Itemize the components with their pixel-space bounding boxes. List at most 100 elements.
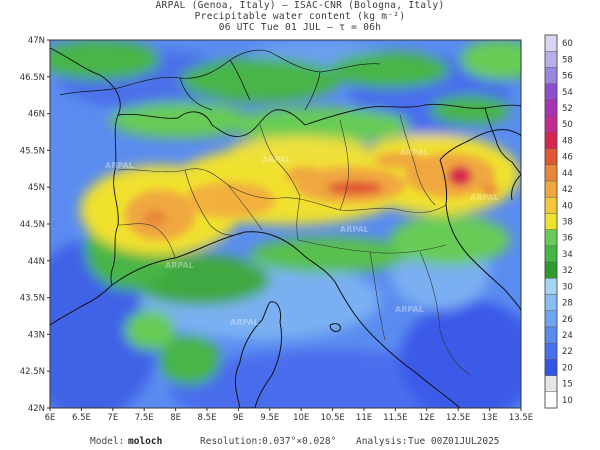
colorbar-label: 44: [562, 169, 573, 179]
border-slovenia: [484, 107, 521, 176]
watermark-text: ARPAL: [165, 261, 194, 270]
field-peaks: [125, 152, 498, 240]
title-variable: Precipitable water content (kg m⁻²): [194, 11, 406, 22]
colorbar-label: 40: [562, 201, 573, 211]
coastline-france: [50, 284, 113, 326]
colorbar-swatch: [544, 148, 558, 165]
lon-tick-label: 13E: [482, 413, 498, 423]
lon-tick-label: 7E: [107, 413, 118, 423]
colorbar-swatch: [544, 180, 558, 198]
colorbar-label: 20: [562, 363, 573, 373]
title-valid-time: 06 UTC Tue 01 JUL – τ = 06h: [218, 22, 382, 33]
watermark-text: ARPAL: [395, 305, 424, 314]
field-blobs: [50, 40, 521, 408]
lon-tick-label: 9E: [233, 413, 244, 423]
coastline-istria: [511, 174, 521, 201]
colorbar-label: 52: [562, 104, 573, 114]
lon-tick-label: 7.5E: [135, 413, 154, 423]
footer-model-value: moloch: [128, 436, 163, 447]
colorbar-swatch: [544, 34, 558, 52]
colorbar-swatch: [544, 261, 558, 279]
colorbar-swatch: [544, 83, 558, 101]
colorbar-swatch: [544, 213, 558, 230]
lat-tick-label: 44N: [28, 257, 45, 267]
coastline-italy-west: [111, 231, 461, 408]
colorbar-label: 15: [562, 380, 573, 390]
watermark-text: ARPAL: [230, 318, 259, 327]
colorbar-swatch: [544, 342, 558, 360]
latitude-ticks: 42N 42.5N 43N 43.5N 44N 44.5N 45N 45.5N 46N 46.5N…: [20, 36, 50, 414]
border-austria: [304, 103, 521, 126]
lon-tick-label: 11.5E: [383, 413, 407, 423]
colorbar-label: 38: [562, 218, 573, 228]
border-regions: [117, 114, 471, 376]
footer-resolution-value: 0.037°×0.028°: [262, 436, 337, 447]
colorbar-swatch: [544, 294, 558, 311]
colorbar-label: 46: [562, 153, 573, 163]
coastline-italy-east: [439, 159, 521, 311]
colorbar-label: 30: [562, 282, 573, 292]
lon-tick-label: 10E: [293, 413, 309, 423]
colorbar-swatch: [544, 359, 558, 376]
colorbar-swatch: [544, 310, 558, 328]
lat-tick-label: 43N: [28, 330, 45, 340]
colorbar-label: 36: [562, 234, 573, 244]
lat-tick-label: 43.5N: [20, 294, 45, 304]
field-layer: [50, 40, 521, 408]
colorbar-label: 48: [562, 136, 573, 146]
colorbar-swatch: [544, 164, 558, 182]
colorbar-label: 58: [562, 55, 573, 65]
lat-tick-label: 42N: [28, 404, 45, 414]
colorbar-label: 24: [562, 331, 573, 341]
colorbar-label: 26: [562, 315, 573, 325]
colorbar-label: 56: [562, 72, 573, 82]
lat-tick-label: 46.5N: [20, 73, 45, 83]
lat-tick-label: 47N: [28, 36, 45, 46]
watermark-text: ARPAL: [262, 155, 291, 164]
lon-tick-label: 8E: [170, 413, 181, 423]
lat-tick-label: 46N: [28, 110, 45, 120]
coastline-venice: [439, 129, 521, 161]
footer-model-label: Model:: [90, 436, 125, 447]
watermark-text: ARPAL: [470, 193, 499, 202]
lat-tick-label: 44.5N: [20, 220, 45, 230]
title-organizations: ARPAL (Genoa, Italy) — ISAC-CNR (Bologna…: [155, 0, 445, 11]
colorbar-frame: [544, 34, 558, 409]
lat-tick-label: 45N: [28, 183, 45, 193]
colorbar: 10 15 20 22 24 26 28 30 32 34 36 38 40 42 44 46 48 50 52 54…: [544, 34, 573, 409]
colorbar-label: 32: [562, 266, 573, 276]
colorbar-swatch: [544, 326, 558, 344]
colorbar-swatch: [544, 278, 558, 295]
watermark-text: ARPAL: [105, 161, 134, 170]
colorbar-label: 50: [562, 120, 573, 130]
lon-tick-label: 6E: [45, 413, 56, 423]
lon-tick-label: 11E: [356, 413, 372, 423]
colorbar-swatch: [544, 229, 558, 247]
geography-lines: [50, 47, 521, 408]
colorbar-swatch: [544, 391, 558, 409]
colorbar-swatch: [544, 196, 558, 214]
watermark-layer: ARPAL ARPAL ARPAL ARPAL ARPAL ARPAL ARPAL ARPAL: [105, 148, 499, 327]
footer-analysis-value: Tue 00Z01JUL2025: [408, 436, 500, 447]
footer-analysis-label: Analysis:: [356, 436, 408, 447]
colorbar-swatch: [544, 375, 558, 392]
colorbar-swatch: [544, 67, 558, 84]
colorbar-label: 60: [562, 39, 573, 49]
lon-tick-label: 9.5E: [260, 413, 279, 423]
border-switzerland: [117, 109, 306, 137]
colorbar-label: 42: [562, 185, 573, 195]
border-alps: [50, 47, 121, 286]
lon-tick-label: 13.5E: [509, 413, 533, 423]
lon-tick-label: 12.5E: [446, 413, 470, 423]
colorbar-swatch: [544, 245, 558, 263]
coastline-elba: [329, 323, 341, 332]
colorbar-label: 54: [562, 88, 573, 98]
watermark-text: ARPAL: [340, 225, 369, 234]
watermark-text: ARPAL: [400, 148, 429, 157]
colorbar-label: 34: [562, 250, 573, 260]
lon-tick-label: 6.5E: [72, 413, 91, 423]
colorbar-label: 10: [562, 396, 573, 406]
colorbar-swatch: [544, 99, 558, 117]
colorbar-swatch: [544, 132, 558, 149]
